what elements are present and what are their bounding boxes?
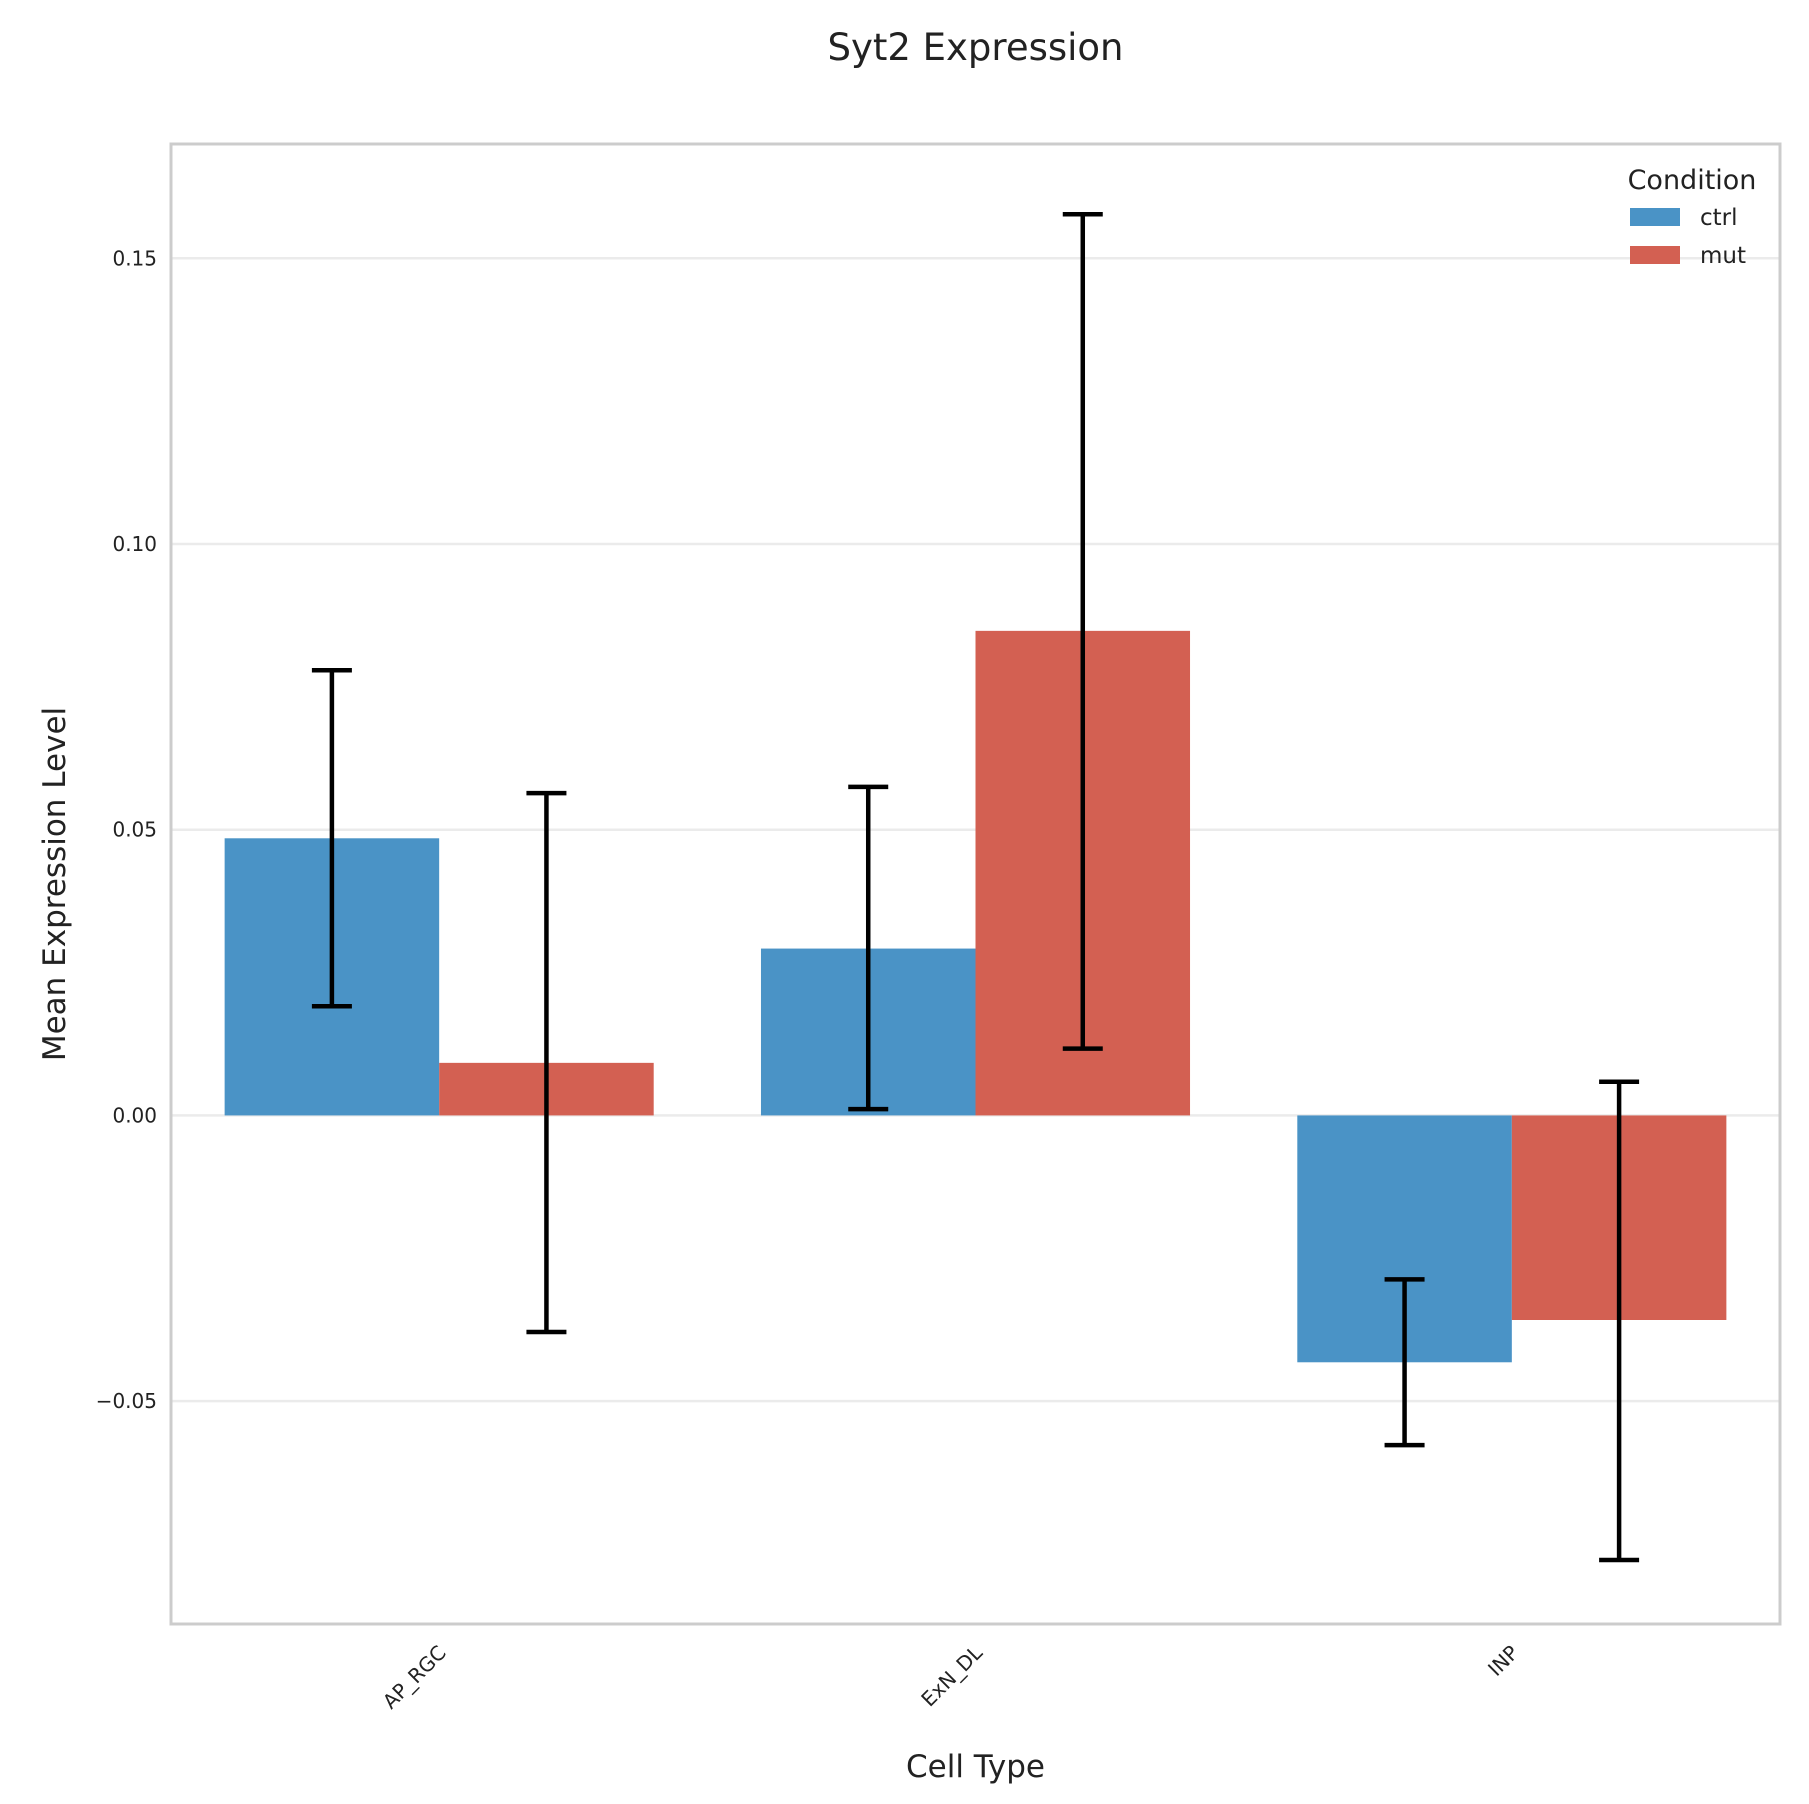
error-bar-mut-ExN_DL	[1062, 212, 1103, 1051]
x-tick-label: INP	[1483, 1641, 1523, 1681]
error-bar-ctrl-INP	[1384, 1277, 1425, 1448]
bars	[224, 630, 1727, 1363]
y-axis-title: Mean Expression Level	[37, 707, 73, 1061]
plot-frame	[169, 142, 1782, 1626]
legend-title: Condition	[1628, 165, 1757, 196]
legend-label: mut	[1700, 243, 1746, 269]
y-tick-label: −0.05	[96, 1389, 157, 1413]
error-bars	[311, 212, 1640, 1563]
y-tick-label: 0.05	[112, 818, 157, 842]
error-bar-mut-AP_RGC	[526, 790, 567, 1335]
error-bar-ctrl-ExN_DL	[848, 784, 889, 1112]
legend-swatch-mut	[1630, 246, 1680, 264]
y-tick-label: 0.15	[112, 246, 157, 270]
y-tick-label: 0.10	[112, 532, 157, 556]
error-bar-mut-INP	[1599, 1079, 1640, 1563]
y-tick-label: 0.00	[112, 1103, 157, 1127]
x-axis-ticks: AP_RGC ExN_DL INP	[378, 1640, 1524, 1714]
x-axis-title: Cell Type	[906, 1749, 1045, 1785]
chart-title: Syt2 Expression	[827, 26, 1123, 69]
x-tick-label: AP_RGC	[378, 1641, 451, 1714]
y-axis-ticks: −0.05 0.00 0.05 0.10 0.15	[96, 246, 157, 1413]
legend-swatch-ctrl	[1630, 208, 1680, 226]
legend: Condition ctrl mut	[1628, 165, 1757, 269]
error-bar-ctrl-AP_RGC	[311, 668, 352, 1009]
x-tick-label: ExN_DL	[916, 1640, 987, 1711]
legend-label: ctrl	[1700, 205, 1738, 231]
